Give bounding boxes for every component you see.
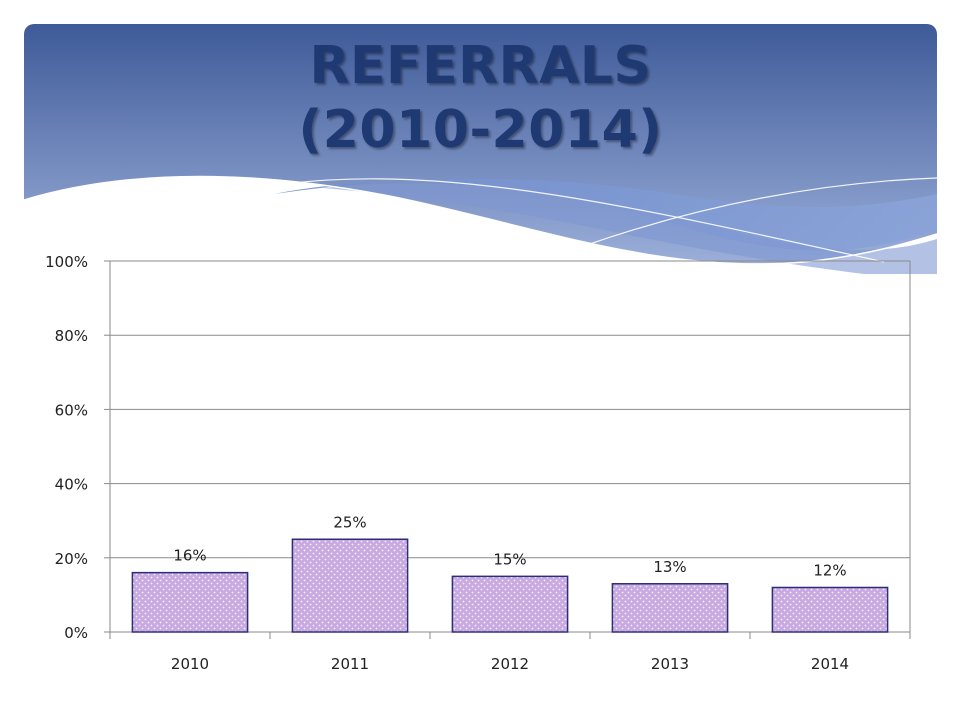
y-tick-label: 20% xyxy=(55,550,88,568)
wave-decoration xyxy=(24,24,937,274)
x-tick-label-2014: 2014 xyxy=(811,655,849,673)
data-label-2010: 16% xyxy=(173,547,206,565)
y-tick-label: 80% xyxy=(55,327,88,345)
y-tick-label: 40% xyxy=(55,476,88,494)
header-banner xyxy=(24,24,937,274)
x-tick-label-2011: 2011 xyxy=(331,655,369,673)
bar-2011 xyxy=(291,538,409,633)
title-line-2: (2010-2014) xyxy=(298,100,663,160)
data-label-2012: 15% xyxy=(493,550,526,568)
data-label-2011: 25% xyxy=(333,513,366,531)
title-line-1: REFERRALS xyxy=(309,36,652,96)
x-tick-label-2013: 2013 xyxy=(651,655,689,673)
data-label-2014: 12% xyxy=(813,561,846,579)
x-tick-label-2012: 2012 xyxy=(491,655,529,673)
bar-2013 xyxy=(611,583,729,633)
data-label-2013: 13% xyxy=(653,558,686,576)
x-tick-label-2010: 2010 xyxy=(171,655,209,673)
y-tick-label: 60% xyxy=(55,401,88,419)
y-tick-label: 0% xyxy=(64,624,88,642)
y-tick-label: 100% xyxy=(45,253,88,271)
bar-2014 xyxy=(771,586,889,633)
bar-2010 xyxy=(131,571,249,633)
page-title: REFERRALS (2010-2014) xyxy=(24,34,937,162)
bar-2012 xyxy=(451,575,569,633)
